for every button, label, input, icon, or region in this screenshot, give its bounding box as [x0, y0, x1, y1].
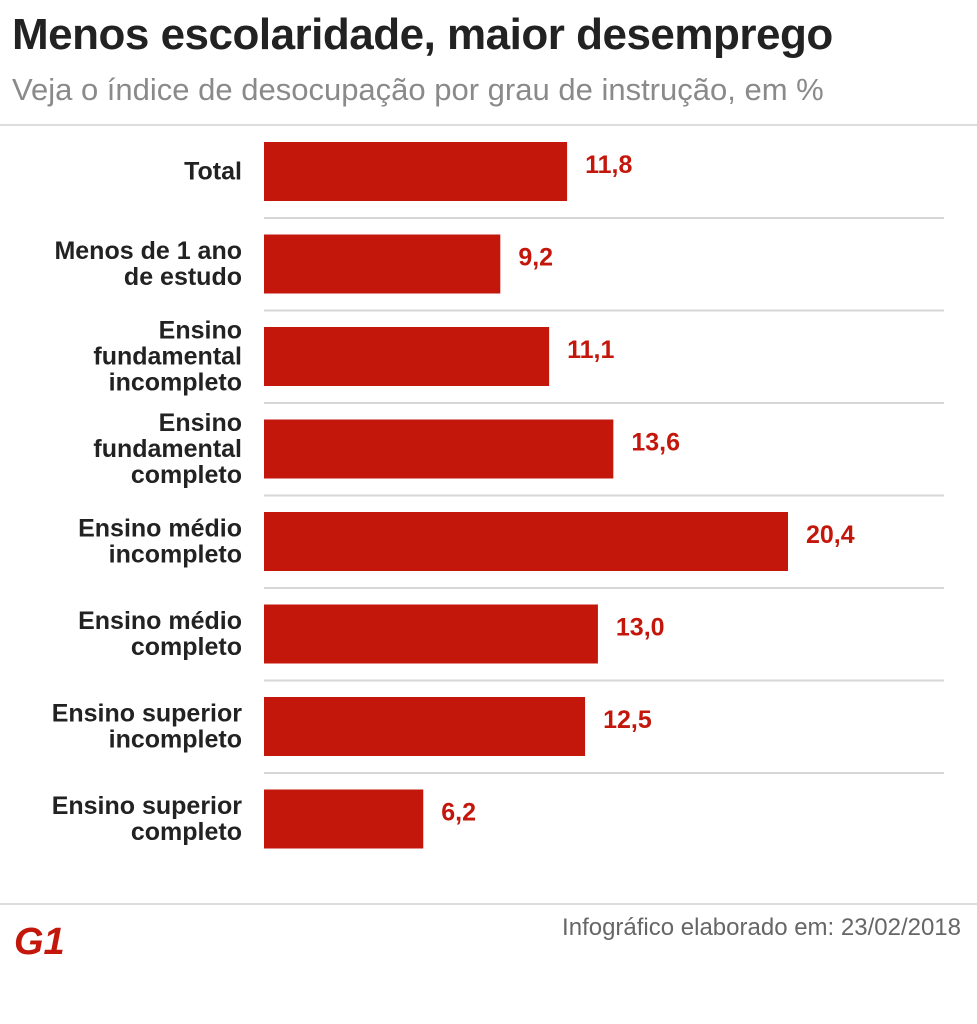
bar-chart: 11,8 Total 9,2 Menos de 1 ano de estudo 11,1 E… — [52, 142, 944, 849]
bar — [264, 604, 598, 664]
footer-divider — [0, 903, 977, 905]
value-label: 13,6 — [631, 429, 680, 457]
value-label: 12,5 — [603, 706, 652, 734]
category-label: Ensino superior completo — [52, 792, 243, 846]
g1-logo: G1 — [14, 921, 65, 960]
value-label: 13,0 — [616, 614, 665, 642]
header-divider — [0, 124, 977, 126]
value-label: 20,4 — [806, 521, 855, 549]
footer-note: Infográfico elaborado em: 23/02/2018 — [562, 914, 961, 941]
bar — [264, 234, 501, 294]
category-label: Total — [184, 158, 242, 186]
category-label: Ensino médio completo — [78, 607, 242, 661]
bar — [264, 327, 550, 386]
bar — [264, 142, 568, 201]
g1-logo-text: G1 — [14, 921, 65, 960]
category-label: Ensino fundamental completo — [93, 409, 242, 489]
category-label: Ensino superior incompleto — [52, 700, 243, 754]
bar — [264, 789, 424, 849]
bar — [264, 697, 586, 756]
bar — [264, 512, 788, 571]
category-label: Ensino fundamental incompleto — [93, 317, 242, 397]
value-label: 6,2 — [441, 799, 476, 827]
value-label: 9,2 — [518, 244, 553, 272]
chart-subtitle: Veja o índice de desocupação por grau de… — [12, 72, 824, 107]
chart-title: Menos escolaridade, maior desemprego — [12, 10, 833, 59]
category-label: Ensino médio incompleto — [78, 515, 242, 569]
category-label: Menos de 1 ano de estudo — [54, 237, 242, 291]
value-label: 11,1 — [567, 336, 614, 364]
bar — [264, 419, 614, 479]
value-label: 11,8 — [585, 151, 632, 179]
